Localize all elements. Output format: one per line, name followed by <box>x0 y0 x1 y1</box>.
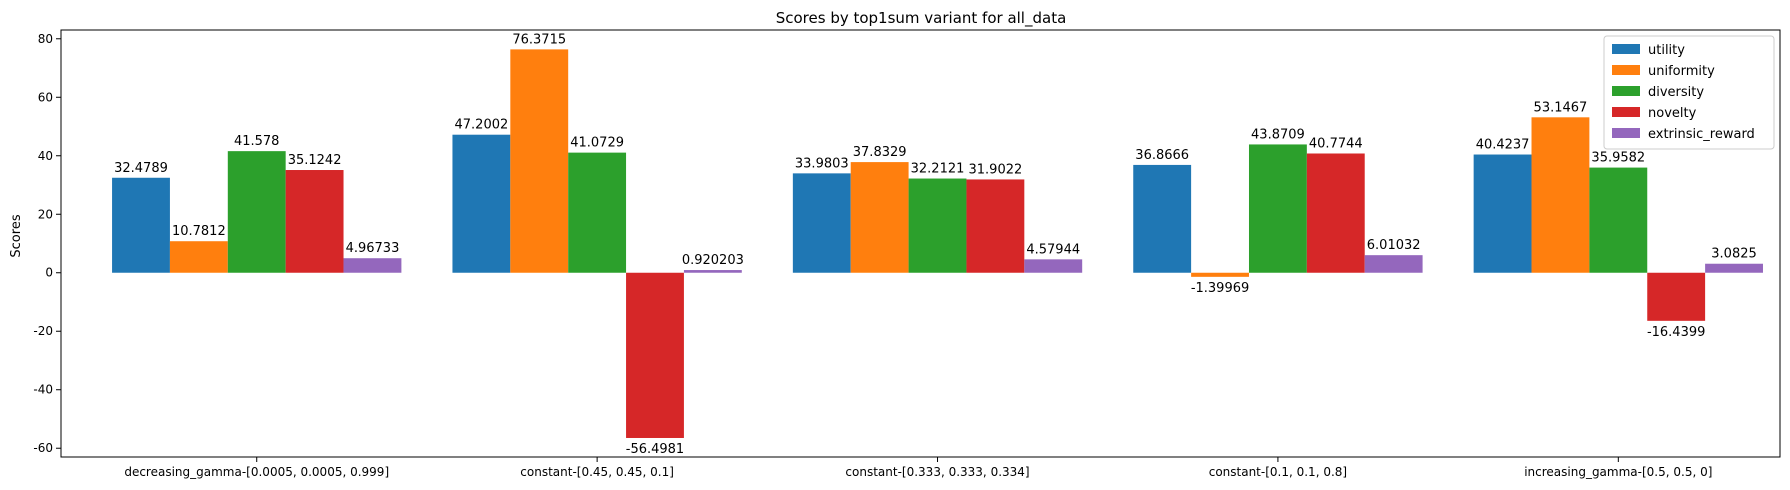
data-label: 40.4237 <box>1476 138 1530 153</box>
data-label: 53.1467 <box>1534 100 1588 115</box>
data-label: 32.4789 <box>114 161 168 176</box>
bar-diversity <box>227 151 286 273</box>
bar-novelty <box>1306 153 1365 273</box>
x-axis: decreasing_gamma-[0.0005, 0.0005, 0.999]… <box>124 457 1712 479</box>
data-label: -16.4399 <box>1647 325 1705 340</box>
bar-diversity <box>568 152 627 273</box>
y-tick-label: 20 <box>38 207 53 221</box>
bar-novelty <box>626 272 684 438</box>
y-axis: -60 -40 -20 0 20 40 60 80 <box>33 32 61 455</box>
legend-label-extrinsic_reward: extrinsic_reward <box>1648 127 1755 142</box>
data-label: 4.57944 <box>1026 242 1080 257</box>
legend-swatch-utility <box>1612 44 1640 54</box>
y-tick-label: -20 <box>33 324 53 338</box>
y-tick-label: -60 <box>33 441 53 455</box>
chart-title: Scores by top1sum variant for all_data <box>776 9 1067 28</box>
x-tick-label: decreasing_gamma-[0.0005, 0.0005, 0.999] <box>124 465 389 479</box>
bar-utility <box>1133 164 1192 273</box>
bar-uniformity <box>169 241 228 273</box>
data-label: -1.39969 <box>1191 281 1249 296</box>
data-label: 76.3715 <box>512 32 566 47</box>
y-axis-label: Scores <box>9 214 24 257</box>
data-label: -56.4981 <box>626 442 684 457</box>
bar-diversity <box>1248 144 1307 273</box>
legend: utility uniformity diversity novelty extrins… <box>1603 35 1775 150</box>
data-label: 32.2121 <box>911 162 965 177</box>
bar-diversity <box>908 178 967 273</box>
legend-swatch-extrinsic_reward <box>1612 128 1640 138</box>
bar-novelty <box>285 170 344 273</box>
legend-label-utility: utility <box>1648 43 1685 58</box>
legend-swatch-novelty <box>1612 107 1640 117</box>
data-label: 41.0729 <box>570 136 624 151</box>
bar-extrinsic_reward <box>343 258 402 273</box>
bar-utility <box>792 173 851 273</box>
plot-frame <box>60 29 1781 458</box>
bar-uniformity <box>1191 272 1249 277</box>
data-label: 33.9803 <box>795 156 849 171</box>
y-tick-label: 60 <box>38 90 53 104</box>
data-label: 4.96733 <box>346 241 400 256</box>
data-label: 36.8666 <box>1135 148 1189 163</box>
legend-label-novelty: novelty <box>1648 106 1697 121</box>
bar-extrinsic_reward <box>683 270 742 273</box>
legend-label-diversity: diversity <box>1648 85 1704 100</box>
bar-extrinsic_reward <box>1364 255 1423 273</box>
data-label: 40.7744 <box>1309 136 1363 151</box>
data-label: 43.8709 <box>1251 127 1305 142</box>
legend-box <box>1603 35 1775 150</box>
y-tick-label: 80 <box>38 32 53 46</box>
legend-swatch-uniformity <box>1612 65 1640 75</box>
y-tick-label: -40 <box>33 383 53 397</box>
data-label: 35.9582 <box>1591 151 1645 166</box>
y-tick-label: 40 <box>38 149 53 163</box>
data-label: 37.8329 <box>853 145 907 160</box>
bar-uniformity <box>510 49 569 273</box>
data-label: 35.1242 <box>288 153 342 168</box>
data-label: 10.7812 <box>172 224 226 239</box>
bar-diversity <box>1589 167 1648 273</box>
data-label: 47.2002 <box>455 118 509 133</box>
bar-extrinsic_reward <box>1024 259 1083 273</box>
y-tick-label: 0 <box>45 266 53 280</box>
legend-label-uniformity: uniformity <box>1648 64 1715 79</box>
plot-area: 32.4789 10.7812 41.578 35.1242 4.96733 47.200… <box>60 29 1781 458</box>
bar-utility <box>1473 154 1532 273</box>
bar-novelty <box>966 179 1025 273</box>
data-label: 6.01032 <box>1367 238 1421 253</box>
bar-novelty <box>1647 272 1706 321</box>
data-label: 41.578 <box>234 134 280 149</box>
x-tick-label: constant-[0.1, 0.1, 0.8] <box>1209 465 1347 479</box>
bar-uniformity <box>850 162 909 273</box>
bar-utility <box>452 134 511 273</box>
data-label: 0.920203 <box>682 253 744 268</box>
data-label: 31.9022 <box>969 162 1023 177</box>
bar-extrinsic_reward <box>1705 263 1763 273</box>
data-label: 3.0825 <box>1711 247 1757 262</box>
x-tick-label: constant-[0.45, 0.45, 0.1] <box>520 465 674 479</box>
x-tick-label: increasing_gamma-[0.5, 0.5, 0] <box>1524 465 1712 479</box>
bar-utility <box>112 177 170 273</box>
x-tick-label: constant-[0.333, 0.333, 0.334] <box>845 465 1029 479</box>
legend-swatch-diversity <box>1612 86 1640 96</box>
bar-uniformity <box>1531 117 1590 273</box>
